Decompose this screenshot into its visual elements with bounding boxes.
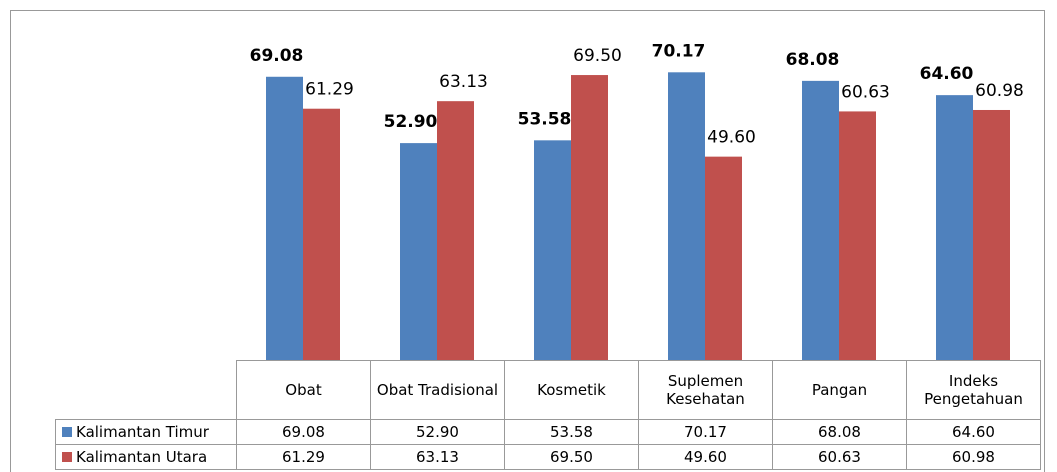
table-value: 68.08	[772, 419, 907, 445]
table-value: 52.90	[370, 419, 505, 445]
category-label: Obat	[236, 360, 371, 420]
data-label: 70.17	[652, 41, 706, 61]
bar	[303, 108, 340, 360]
table-value: 49.60	[638, 444, 773, 470]
bar	[266, 76, 303, 360]
data-label: 64.60	[920, 64, 974, 84]
data-label: 61.29	[305, 80, 354, 100]
bar	[936, 95, 973, 360]
empty-cell	[55, 360, 237, 420]
legend-label: Kalimantan Utara	[76, 448, 208, 466]
table-value: 53.58	[504, 419, 639, 445]
bar	[839, 111, 876, 361]
data-label: 60.98	[975, 81, 1024, 101]
data-label: 68.08	[786, 50, 840, 70]
legend-label: Kalimantan Timur	[76, 423, 209, 441]
data-label: 52.90	[384, 112, 438, 132]
table-value: 69.50	[504, 444, 639, 470]
legend-entry: Kalimantan Timur	[55, 419, 237, 445]
data-label: 53.58	[518, 109, 572, 129]
data-label: 60.63	[841, 82, 890, 102]
data-label: 69.50	[573, 46, 622, 66]
data-label: 63.13	[439, 72, 488, 92]
legend-swatch	[62, 427, 72, 437]
table-value: 60.63	[772, 444, 907, 470]
category-label: Indeks Pengetahuan	[906, 360, 1041, 420]
bar	[437, 101, 474, 361]
table-value: 61.29	[236, 444, 371, 470]
table-value: 60.98	[906, 444, 1041, 470]
table-value: 64.60	[906, 419, 1041, 445]
table-header-row: Obat Obat Tradisional Kosmetik Suplemen Kes…	[55, 360, 1041, 420]
bar	[571, 75, 608, 361]
bar	[802, 80, 839, 360]
data-label: 49.60	[707, 128, 756, 148]
category-label: Suplemen Kesehatan	[638, 360, 773, 420]
bar	[973, 109, 1010, 361]
table-value: 63.13	[370, 444, 505, 470]
category-label: Pangan	[772, 360, 907, 420]
data-table: Obat Obat Tradisional Kosmetik Suplemen Kes…	[55, 360, 1041, 470]
category-label: Kosmetik	[504, 360, 639, 420]
legend-entry: Kalimantan Utara	[55, 444, 237, 470]
legend-swatch	[62, 452, 72, 462]
category-label: Obat Tradisional	[370, 360, 505, 420]
bar	[705, 156, 742, 360]
bar	[534, 140, 571, 360]
table-row: Kalimantan Timur 69.08 52.90 53.58 70.17 68.0…	[55, 419, 1041, 445]
table-row: Kalimantan Utara 61.29 63.13 69.50 49.60 60.6…	[55, 444, 1041, 470]
bar	[400, 143, 437, 360]
data-label: 69.08	[250, 46, 304, 66]
bar	[668, 72, 705, 360]
table-value: 70.17	[638, 419, 773, 445]
chart-frame	[10, 10, 1045, 472]
table-value: 69.08	[236, 419, 371, 445]
